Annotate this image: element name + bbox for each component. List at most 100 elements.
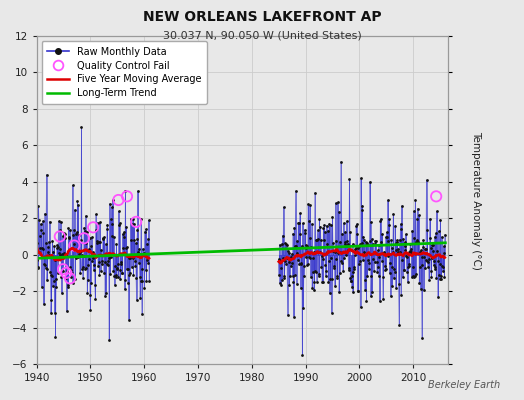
Point (34, 265, 42, 272)
Point (297, 260, 305, 266)
Point (404, 263, 412, 270)
Point (91, 296, 100, 302)
Point (392, 247, 401, 253)
Point (288, 250, 296, 257)
Point (401, 243, 409, 249)
Point (403, 278, 412, 285)
Point (362, 238, 370, 245)
Point (37, 227, 46, 233)
Point (439, 268, 447, 274)
Point (275, 272, 283, 278)
Point (366, 178, 374, 185)
Point (287, 263, 295, 270)
Point (59, 230, 68, 237)
Point (400, 239, 409, 245)
Point (74, 251, 83, 257)
Point (300, 227, 309, 233)
Point (60, 250, 69, 257)
Point (371, 241, 379, 248)
Point (371, 238, 379, 244)
Point (33, 240, 41, 246)
Point (140, 252, 149, 259)
Point (422, 246, 430, 252)
Point (92, 227, 101, 234)
Point (325, 220, 333, 227)
Point (308, 220, 316, 227)
Point (126, 270, 134, 276)
Point (331, 249, 339, 255)
Point (328, 214, 336, 220)
Point (334, 199, 342, 206)
Point (368, 241, 377, 247)
Point (378, 231, 386, 238)
Point (345, 265, 353, 271)
Point (86, 307, 95, 313)
Point (436, 275, 445, 282)
Point (88, 234, 96, 240)
Point (35, 249, 43, 256)
Point (322, 268, 330, 274)
Point (53, 270, 62, 276)
Point (380, 250, 388, 256)
Point (345, 176, 354, 183)
Point (125, 316, 133, 323)
Point (116, 267, 125, 274)
Point (293, 238, 301, 244)
Point (79, 263, 88, 270)
Point (283, 312, 292, 318)
Point (409, 272, 417, 279)
Point (54, 218, 63, 225)
Point (279, 255, 287, 262)
Point (80, 235, 88, 242)
Point (353, 288, 362, 294)
Point (47, 272, 55, 278)
Point (300, 273, 308, 280)
Point (90, 252, 99, 258)
Point (79, 274, 87, 281)
Point (351, 246, 359, 252)
Point (408, 264, 417, 270)
Point (374, 264, 383, 270)
Point (324, 278, 333, 285)
Point (283, 255, 291, 262)
Point (144, 260, 152, 266)
Point (310, 279, 319, 286)
Point (413, 216, 421, 222)
Point (355, 243, 363, 250)
Point (380, 263, 389, 269)
Point (101, 293, 110, 299)
Point (324, 228, 332, 234)
Point (419, 237, 428, 244)
Point (322, 222, 331, 229)
Point (132, 275, 140, 282)
Point (90, 266, 98, 273)
Point (69, 280, 77, 286)
Point (417, 247, 425, 254)
Point (93, 219, 102, 226)
Point (67, 274, 75, 280)
Point (364, 242, 373, 248)
Point (308, 285, 316, 291)
Point (106, 270, 114, 277)
Point (425, 235, 434, 241)
Point (328, 310, 336, 316)
Point (123, 193, 131, 200)
Point (37, 221, 45, 227)
Point (329, 240, 337, 247)
Point (114, 208, 123, 215)
Point (439, 243, 447, 250)
Point (433, 208, 441, 214)
Point (436, 261, 444, 268)
Point (83, 228, 91, 235)
Point (73, 198, 82, 204)
Point (282, 241, 290, 247)
Point (67, 267, 75, 273)
Point (115, 220, 124, 227)
Point (104, 262, 113, 268)
Point (54, 243, 62, 250)
Point (143, 257, 151, 264)
Point (277, 281, 286, 288)
Point (288, 260, 296, 266)
Point (313, 237, 321, 243)
Point (333, 273, 341, 280)
